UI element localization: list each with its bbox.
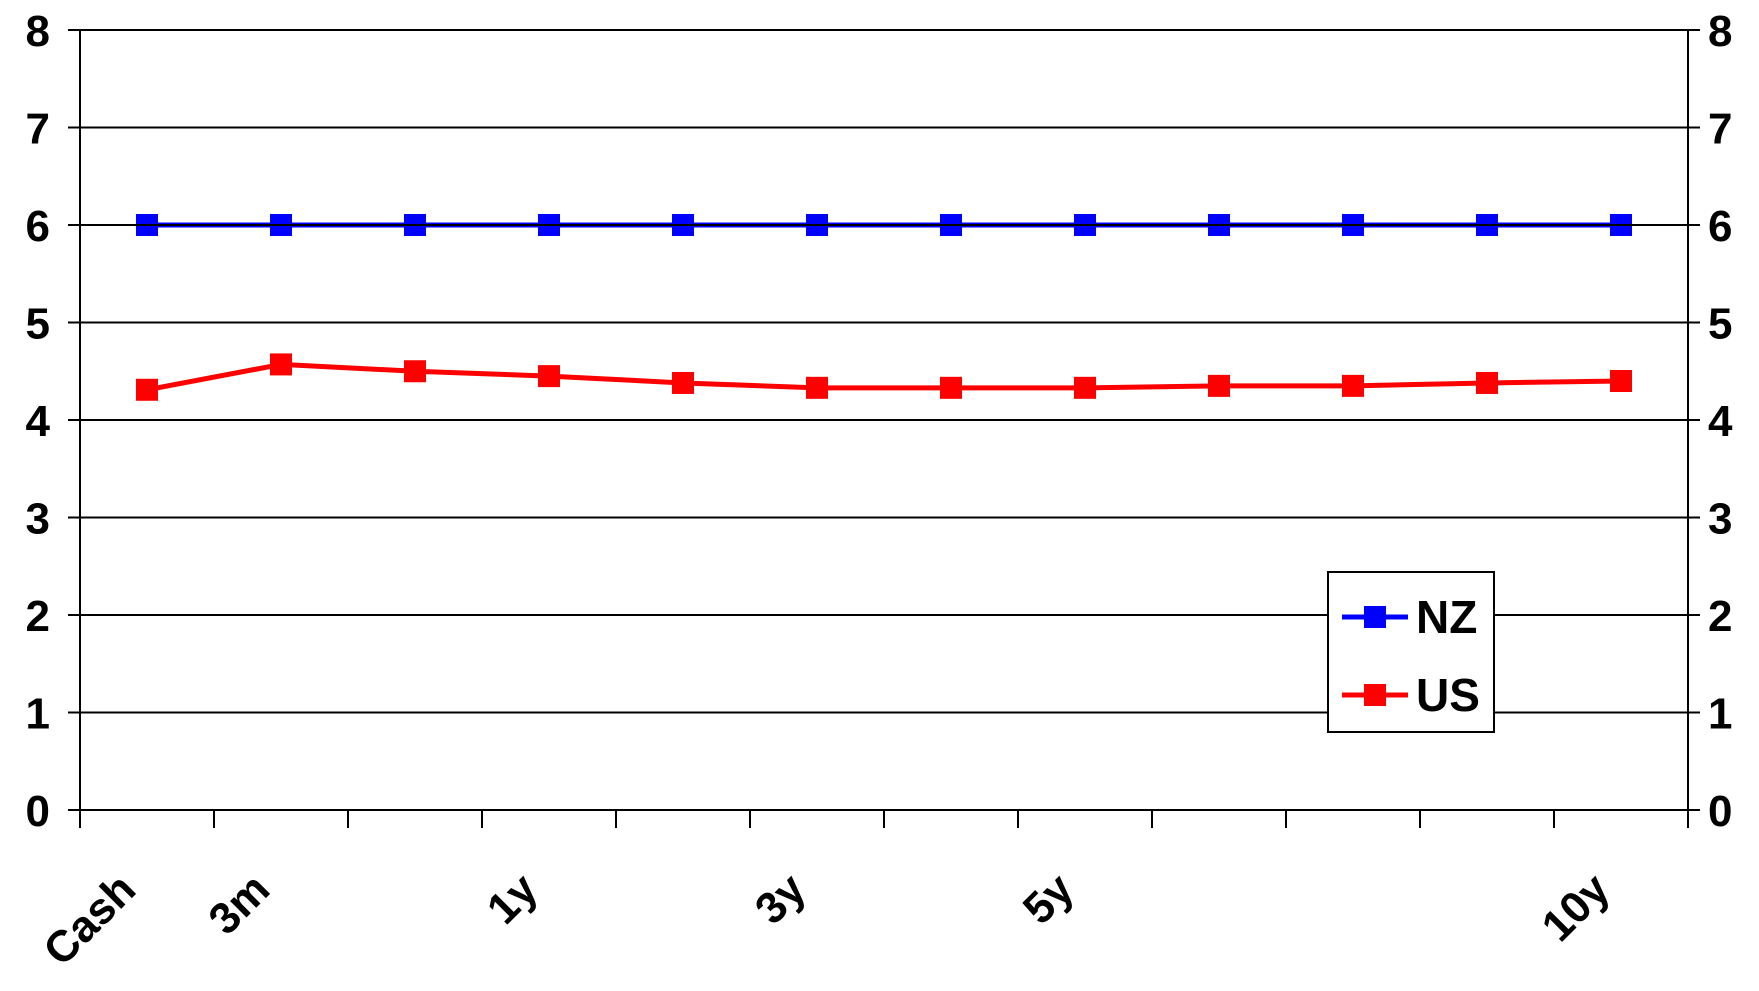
y-tick-label-left: 0: [26, 787, 50, 836]
legend-box: [1327, 571, 1495, 733]
series-us: [136, 353, 1632, 401]
y-tick-label-left: 4: [26, 397, 51, 446]
x-category-label: 5y: [1014, 864, 1084, 934]
y-tick-label-right: 1: [1708, 690, 1732, 739]
data-point-us: [1610, 370, 1632, 392]
data-point-us: [404, 360, 426, 383]
data-point-us: [672, 371, 694, 394]
legend-marker-us: [1364, 684, 1386, 706]
data-point-us: [136, 378, 158, 401]
data-point-us: [270, 353, 292, 376]
x-category-label: 10y: [1533, 864, 1620, 951]
data-point-us: [1476, 371, 1498, 394]
y-tick-label-left: 3: [26, 495, 50, 544]
data-point-us: [1208, 374, 1230, 397]
y-tick-label-right: 7: [1708, 105, 1732, 154]
y-tick-label-left: 8: [26, 7, 50, 56]
x-category-label: 3m: [199, 864, 279, 944]
y-tick-label-left: 6: [26, 202, 50, 251]
y-tick-label-right: 5: [1708, 300, 1732, 349]
y-tick-label-left: 2: [26, 592, 50, 641]
legend: NZ US: [1327, 571, 1495, 733]
legend-marker-nz: [1364, 606, 1386, 628]
y-tick-label-left: 1: [26, 690, 50, 739]
y-tick-label-right: 4: [1708, 397, 1733, 446]
y-tick-label-right: 8: [1708, 7, 1732, 56]
data-point-us: [940, 376, 962, 399]
y-tick-label-right: 2: [1708, 592, 1732, 641]
x-category-label: 1y: [478, 864, 548, 934]
series: [80, 214, 1688, 401]
y-tick-label-left: 7: [26, 105, 50, 154]
x-category-label: 3y: [746, 864, 816, 934]
y-tick-label-right: 3: [1708, 495, 1732, 544]
data-point-us: [1074, 376, 1096, 399]
axes: 0 0 1 1 2 2 3 3 4 4 5 5 6 6 7 7 8 8 Cash 3m 1y 3y 5y 10y: [26, 7, 1733, 975]
y-tick-label-left: 5: [26, 300, 50, 349]
y-tick-label-right: 0: [1708, 787, 1732, 836]
legend-label-nz: NZ: [1416, 591, 1477, 643]
series-line-us: [146, 361, 1622, 393]
data-point-us: [538, 365, 560, 388]
data-point-us: [1342, 374, 1364, 397]
x-category-label: Cash: [34, 864, 145, 975]
y-tick-label-right: 6: [1708, 202, 1732, 251]
data-point-us: [806, 376, 828, 399]
legend-label-us: US: [1416, 669, 1480, 721]
